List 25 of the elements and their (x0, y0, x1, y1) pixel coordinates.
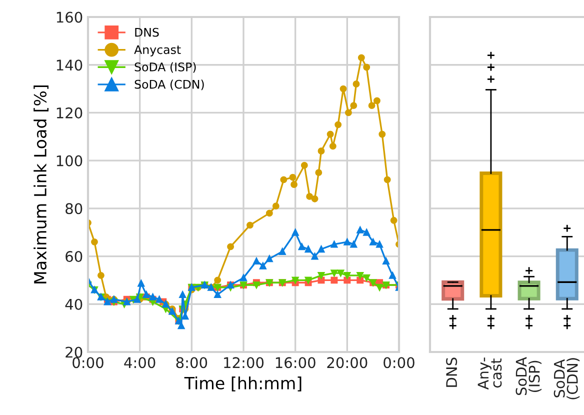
y-tick-label: 40 (65, 298, 82, 310)
x-tick-label: SoDA (ISP) (516, 356, 542, 396)
x-tick-label: 8:00 (176, 357, 208, 368)
y-tick-label: 60 (66, 251, 82, 262)
y-tick-label: 160 (56, 12, 82, 23)
x-axis-title: Time [hh:mm] (184, 376, 302, 392)
x-tick-label: Any- cast (478, 358, 502, 390)
legend-label: SoDA (CDN) (134, 80, 204, 90)
y-tick-label: 120 (56, 107, 82, 118)
legend-label: DNS (135, 28, 159, 37)
y-axis-title: Maximum Link Load [%] (34, 85, 48, 284)
y-tick-label: 20 (66, 346, 82, 358)
legend-label: Anycast (134, 45, 181, 56)
x-tick-label: 0:00 (384, 357, 414, 368)
x-tick-label: 16:00 (276, 357, 316, 368)
x-tick-label: 0:00 (72, 357, 104, 368)
x-tick-label: 12:00 (224, 357, 264, 368)
legend-label: SoDA (ISP) (134, 62, 196, 73)
y-tick-label: 80 (66, 203, 82, 214)
y-tick-label: 100 (56, 155, 82, 166)
x-tick-label: SoDA (CDN) (554, 358, 580, 400)
x-tick-label: 20:00 (327, 357, 368, 368)
x-tick-label: 4:00 (124, 357, 156, 368)
x-tick-label: DNS (446, 358, 458, 387)
y-tick-label: 140 (56, 60, 82, 71)
